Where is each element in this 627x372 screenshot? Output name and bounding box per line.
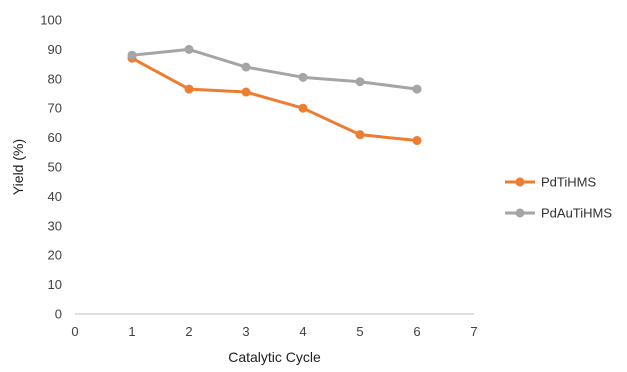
y-tick-label: 10: [48, 277, 62, 292]
data-point-pdtihms: [184, 84, 194, 94]
legend-item: PdAuTiHMS: [505, 206, 612, 221]
data-point-pdautihms: [355, 77, 365, 87]
y-tick-label: 80: [48, 71, 62, 86]
data-point-pdtihms: [241, 87, 251, 97]
data-point-pdtihms: [355, 130, 365, 140]
data-point-pdautihms: [298, 72, 308, 82]
y-tick-label: 30: [48, 218, 62, 233]
data-point-pdautihms: [184, 44, 194, 54]
legend-label: PdAuTiHMS: [541, 206, 612, 221]
legend-label: PdTiHMS: [541, 175, 596, 190]
data-point-pdautihms: [241, 62, 251, 72]
legend-item: PdTiHMS: [505, 175, 596, 190]
y-tick-label: 20: [48, 248, 62, 263]
x-tick-label: 0: [71, 324, 78, 339]
x-tick-label: 7: [470, 324, 477, 339]
y-tick-label: 90: [48, 42, 62, 57]
y-tick-label: 60: [48, 130, 62, 145]
data-point-pdtihms: [298, 103, 308, 113]
x-tick-label: 2: [185, 324, 192, 339]
y-tick-label: 50: [48, 160, 62, 175]
data-point-pdtihms: [412, 136, 422, 146]
y-tick-label: 100: [40, 13, 62, 28]
series-layer: [127, 44, 422, 146]
y-tick-label: 40: [48, 189, 62, 204]
legend-swatch-marker: [515, 177, 525, 187]
y-tick-label: 0: [55, 307, 62, 322]
legend: PdTiHMS PdAuTiHMS: [505, 175, 612, 221]
x-axis-title: Catalytic Cycle: [228, 349, 321, 365]
y-axis-ticks: 0 10 20 30 40 50 60 70 80 90 100: [40, 13, 62, 322]
series-line-pdtihms: [130, 56, 419, 143]
y-tick-label: 70: [48, 101, 62, 116]
x-tick-label: 5: [356, 324, 363, 339]
data-point-pdautihms: [412, 84, 422, 94]
x-tick-label: 1: [128, 324, 135, 339]
x-tick-label: 4: [299, 324, 306, 339]
y-axis-title: Yield (%): [10, 139, 26, 195]
series-line-pdautihms: [130, 47, 419, 91]
x-tick-label: 6: [413, 324, 420, 339]
x-tick-label: 3: [242, 324, 249, 339]
x-axis-ticks: 0 1 2 3 4 5 6 7: [71, 324, 477, 339]
data-point-pdautihms: [127, 50, 137, 60]
legend-swatch-marker: [515, 208, 525, 218]
